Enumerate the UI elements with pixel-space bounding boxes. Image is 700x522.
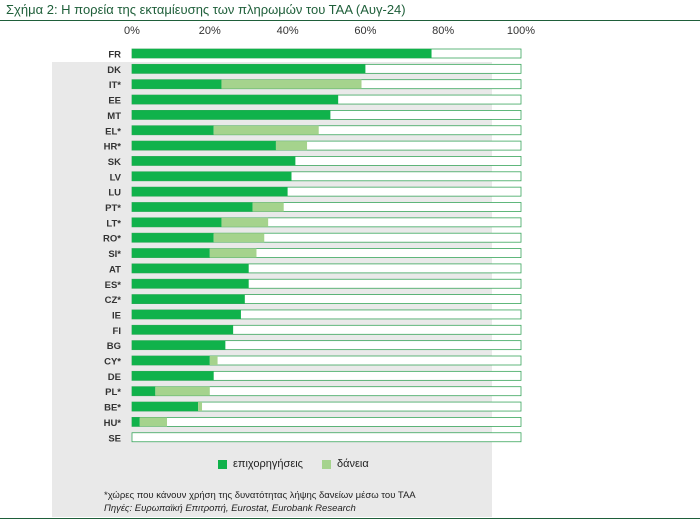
x-tick-label: 100% bbox=[507, 25, 535, 37]
category-label: CY* bbox=[104, 357, 121, 368]
bar-series bbox=[131, 48, 522, 443]
category-label: LV bbox=[110, 172, 122, 183]
bar-loans bbox=[221, 217, 269, 227]
bar-grants bbox=[132, 202, 253, 212]
bar-grants bbox=[132, 64, 366, 74]
bar-grants bbox=[132, 171, 292, 181]
x-tick-label: 0% bbox=[124, 25, 140, 37]
category-label: ES* bbox=[105, 280, 122, 291]
bar-loans bbox=[275, 141, 308, 151]
bar-grants bbox=[132, 386, 156, 396]
category-label: HR* bbox=[104, 142, 122, 153]
x-axis-ticks: 0% 20% 40% 60% 80% 100% bbox=[124, 25, 535, 37]
legend-item-loans: δάνεια bbox=[322, 458, 369, 470]
category-label: FI bbox=[113, 326, 121, 337]
category-label: BG bbox=[107, 341, 121, 352]
category-label: EE bbox=[108, 96, 121, 107]
category-label: HU* bbox=[104, 418, 122, 429]
category-label: SE bbox=[108, 433, 121, 444]
bar-loans bbox=[252, 202, 284, 212]
bar-grants bbox=[132, 402, 199, 412]
bar-loans bbox=[209, 356, 218, 365]
bar-loans bbox=[213, 125, 319, 135]
category-label: MT bbox=[107, 111, 121, 122]
bar-grants bbox=[132, 356, 210, 365]
bar-grants bbox=[132, 294, 245, 304]
category-label: PT* bbox=[105, 203, 121, 214]
bar-remaining bbox=[131, 416, 522, 427]
bar-grants bbox=[132, 371, 214, 381]
bar-loans bbox=[139, 417, 168, 427]
legend-label-grants: επιχορηγήσεις bbox=[233, 458, 303, 470]
bar-grants bbox=[132, 233, 214, 243]
category-label: LT* bbox=[106, 218, 121, 229]
category-label: SK bbox=[108, 157, 121, 168]
bar-grants bbox=[132, 417, 140, 427]
bar-grants bbox=[132, 156, 296, 166]
legend-item-grants: επιχορηγήσεις bbox=[218, 458, 303, 470]
category-label: EL* bbox=[105, 126, 121, 137]
bar-grants bbox=[132, 95, 339, 105]
footnote: *χώρες που κάνουν χρήση της δυνατότητας … bbox=[104, 490, 416, 501]
bar-loans bbox=[198, 402, 203, 412]
bar-grants bbox=[132, 110, 331, 120]
category-label: DK bbox=[107, 65, 121, 76]
category-label: IT* bbox=[109, 80, 121, 91]
category-label: CZ* bbox=[105, 295, 122, 306]
category-label: AT bbox=[109, 264, 121, 275]
category-label: PL* bbox=[105, 387, 121, 398]
bar-grants bbox=[132, 309, 241, 319]
chart-title: Σχήμα 2: Η πορεία της εκταμίευσης των πλ… bbox=[6, 2, 406, 17]
category-label: DE bbox=[108, 372, 121, 383]
bottom-divider bbox=[0, 518, 700, 519]
legend-label-loans: δάνεια bbox=[337, 458, 369, 470]
legend-swatch-loans bbox=[322, 459, 331, 469]
bar-grants bbox=[132, 125, 214, 135]
bar-grants bbox=[132, 279, 249, 289]
title-divider bbox=[0, 20, 700, 21]
bar-grants bbox=[132, 79, 222, 89]
category-label: IE bbox=[112, 310, 121, 321]
legend-swatch-grants bbox=[218, 459, 227, 469]
x-tick-label: 40% bbox=[277, 25, 299, 37]
y-axis-labels: FR DK IT* EE MT EL* HR* SK LV LU PT* LT* RO* SI* AT ES*… bbox=[103, 50, 122, 445]
category-label: SI* bbox=[108, 249, 121, 260]
bar-grants bbox=[132, 248, 210, 258]
bar-grants bbox=[132, 141, 276, 151]
bar-grants bbox=[132, 187, 288, 197]
bar-loans bbox=[221, 79, 362, 89]
x-tick-label: 80% bbox=[432, 25, 454, 37]
bar-grants bbox=[132, 263, 249, 273]
bar-grants bbox=[132, 325, 234, 335]
x-tick-label: 20% bbox=[199, 25, 221, 37]
category-label: RO* bbox=[103, 234, 121, 245]
bar-loans bbox=[213, 233, 265, 243]
category-label: LU bbox=[108, 188, 121, 199]
bar-loans bbox=[209, 248, 257, 258]
x-tick-label: 60% bbox=[354, 25, 376, 37]
category-label: BE* bbox=[104, 403, 121, 414]
sources-note: Πηγές: Ευρωπαϊκή Επιτροπή, Eurostat, Eur… bbox=[104, 503, 356, 514]
bar-grants bbox=[132, 49, 432, 58]
bar-grants bbox=[132, 340, 226, 350]
category-label: FR bbox=[108, 50, 121, 61]
bar-remaining bbox=[131, 432, 522, 443]
bar-loans bbox=[155, 386, 210, 396]
bar-chart: 0% 20% 40% 60% 80% 100% FR DK IT* EE MT EL* HR* SK LV… bbox=[103, 25, 535, 445]
bar-grants bbox=[132, 217, 222, 227]
